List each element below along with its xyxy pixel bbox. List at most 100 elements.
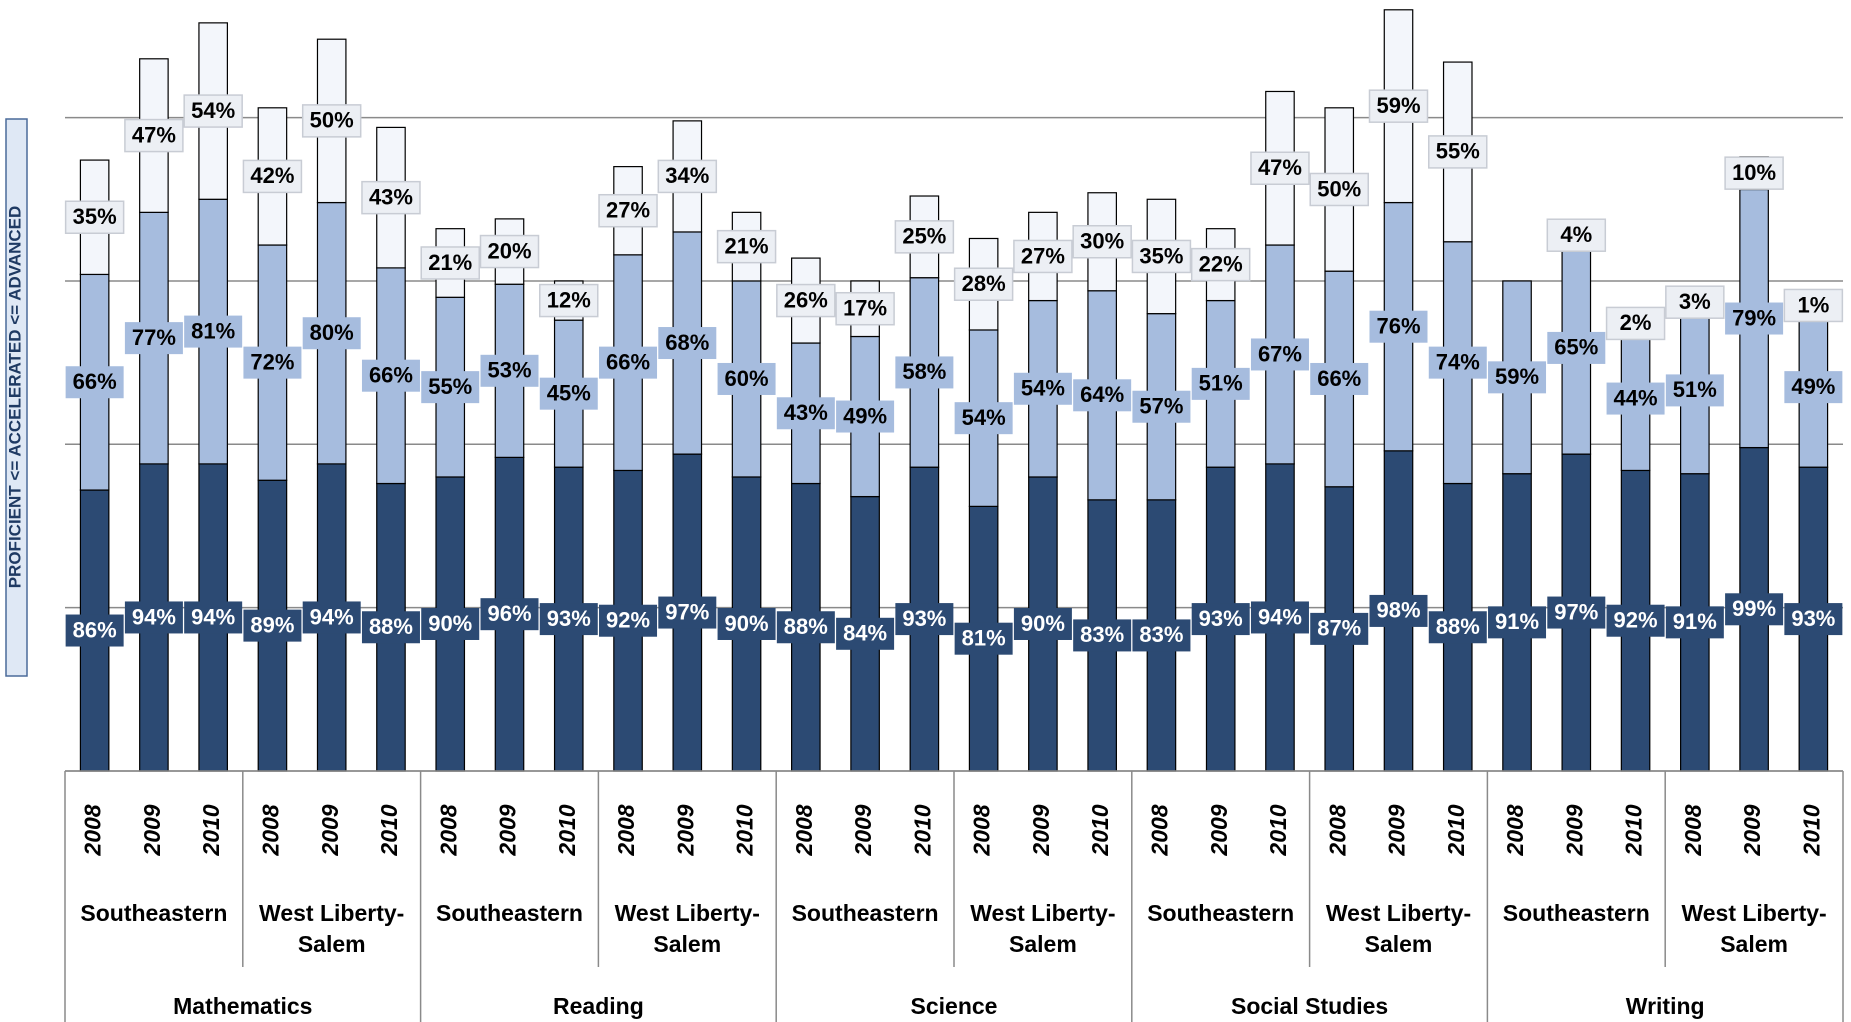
- x-tick-label: 2008: [258, 804, 284, 856]
- value-label-box: [658, 596, 717, 629]
- school-label: West Liberty-Salem: [614, 900, 760, 957]
- value-label-box: [1488, 606, 1547, 639]
- value-label: 90%: [428, 611, 472, 636]
- value-label: 43%: [784, 400, 828, 425]
- value-label: 93%: [1791, 606, 1835, 631]
- x-tick-label: 2008: [1324, 804, 1350, 856]
- value-label: 21%: [725, 233, 769, 258]
- value-label-box: [1250, 338, 1309, 371]
- value-label: 58%: [902, 359, 946, 384]
- value-label: 86%: [73, 617, 117, 642]
- value-label: 54%: [1021, 376, 1065, 401]
- value-label: 81%: [191, 318, 235, 343]
- value-label: 77%: [132, 325, 176, 350]
- x-tick-label: 2009: [1028, 804, 1054, 856]
- value-label-box: [1547, 331, 1606, 364]
- value-label-box: [658, 327, 717, 360]
- value-label: 53%: [487, 358, 531, 383]
- x-tick-label: 2008: [1502, 804, 1528, 856]
- value-label: 88%: [784, 614, 828, 639]
- value-label-box: [243, 609, 302, 642]
- school-label: Southeastern: [1147, 900, 1295, 926]
- value-label: 94%: [191, 604, 235, 629]
- value-label: 49%: [1791, 374, 1835, 399]
- value-label-box: [598, 193, 658, 228]
- x-tick-label: 2008: [1147, 804, 1173, 856]
- value-label-box: [836, 617, 895, 650]
- x-tick-label: 2010: [1443, 804, 1469, 856]
- school-label: Southeastern: [1502, 900, 1650, 926]
- value-label: 93%: [547, 606, 591, 631]
- value-label: 1%: [1797, 292, 1829, 317]
- value-label-box: [1013, 372, 1072, 405]
- value-label-box: [539, 603, 598, 636]
- value-label: 20%: [487, 238, 531, 263]
- value-label: 28%: [962, 271, 1006, 296]
- value-label-box: [1073, 379, 1132, 412]
- school-label: Southeastern: [80, 900, 228, 926]
- subject-label: Social Studies: [1231, 993, 1388, 1019]
- value-label-box: [1190, 247, 1251, 282]
- value-label: 66%: [73, 369, 117, 394]
- x-tick-label: 2008: [613, 804, 639, 856]
- value-label-box: [895, 603, 954, 636]
- value-label: 76%: [1376, 314, 1420, 339]
- value-label: 60%: [725, 366, 769, 391]
- value-label: 68%: [665, 330, 709, 355]
- value-label: 94%: [132, 604, 176, 629]
- value-label: 4%: [1560, 222, 1592, 247]
- x-tick-label: 2008: [80, 804, 106, 856]
- value-label-box: [302, 601, 361, 634]
- value-label-box: [480, 598, 539, 631]
- value-label: 47%: [132, 122, 176, 147]
- value-label-box: [1488, 361, 1547, 394]
- value-label-box: [479, 234, 540, 269]
- value-label-box: [1725, 593, 1784, 626]
- value-label: 91%: [1673, 609, 1717, 634]
- school-label: West Liberty-Salem: [259, 900, 405, 957]
- value-label: 35%: [1139, 243, 1183, 268]
- value-label: 96%: [487, 601, 531, 626]
- value-label-box: [421, 607, 480, 640]
- value-label-box: [1546, 218, 1607, 252]
- value-label-box: [1368, 89, 1429, 123]
- subject-label: Mathematics: [173, 993, 312, 1019]
- value-label-box: [895, 356, 954, 389]
- value-label-box: [539, 377, 598, 410]
- value-label-box: [1606, 604, 1665, 637]
- value-label: 45%: [547, 380, 591, 405]
- x-tick-label: 2010: [1621, 804, 1647, 856]
- school-label: Southeastern: [436, 900, 583, 926]
- value-label: 88%: [369, 614, 413, 639]
- value-label: 51%: [1199, 371, 1243, 396]
- value-label-box: [1072, 225, 1132, 259]
- value-label-box: [1310, 362, 1369, 395]
- value-label-box: [836, 400, 895, 433]
- value-label-box: [1724, 156, 1784, 190]
- value-label: 81%: [962, 626, 1006, 651]
- value-label-box: [599, 346, 658, 379]
- value-label: 92%: [1614, 608, 1658, 633]
- value-label-box: [1665, 606, 1724, 639]
- value-label-box: [361, 611, 420, 644]
- value-label: 49%: [843, 403, 887, 428]
- value-label: 83%: [1080, 622, 1124, 647]
- value-label-box: [1428, 346, 1487, 379]
- value-label-box: [835, 291, 895, 326]
- value-label: 50%: [1317, 176, 1361, 201]
- value-label: 67%: [1258, 341, 1302, 366]
- value-label: 12%: [547, 287, 591, 312]
- value-label: 47%: [1258, 155, 1302, 180]
- value-label-box: [1428, 611, 1487, 644]
- value-label-box: [776, 397, 835, 430]
- value-label: 74%: [1436, 349, 1480, 374]
- value-label-box: [301, 104, 362, 138]
- value-label-box: [1784, 371, 1843, 404]
- x-tick-label: 2009: [139, 804, 165, 856]
- y-axis-label: PROFICIENT <= ACCELERATED <= ADVANCED: [5, 206, 24, 589]
- value-label: 93%: [1199, 606, 1243, 631]
- value-label-box: [953, 267, 1014, 301]
- x-tick-label: 2009: [495, 804, 521, 856]
- value-label: 66%: [1317, 366, 1361, 391]
